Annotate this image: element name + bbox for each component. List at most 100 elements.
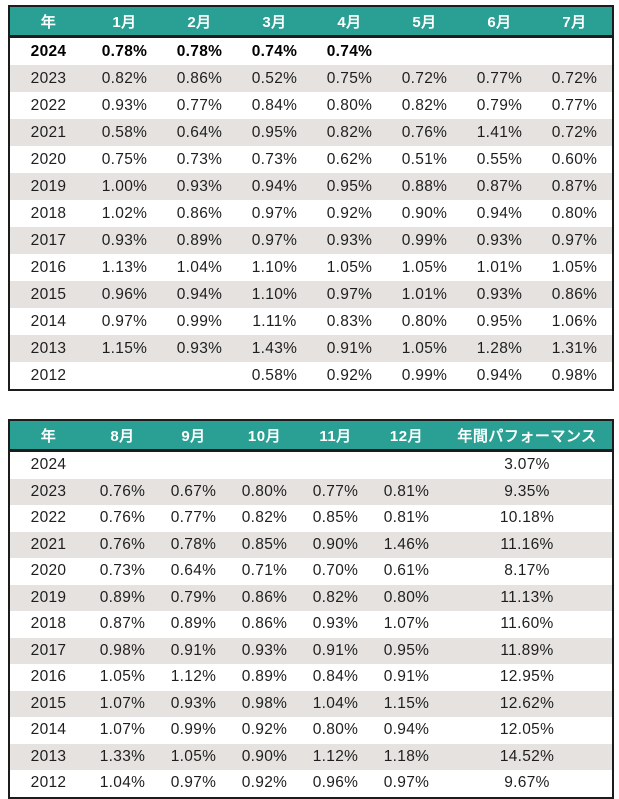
- value-cell: 0.99%: [387, 227, 462, 254]
- monthly-performance-table-aug-dec-annual: 年 8月 9月 10月 11月 12月 年間パフォーマンス 2024 3.07% 2023 0.76…: [8, 419, 614, 799]
- column-header: 6月: [462, 6, 537, 38]
- table-row: 2024 0.78% 0.78% 0.74% 0.74%: [9, 37, 613, 66]
- value-cell: 1.05%: [401, 258, 448, 276]
- column-header: 5月: [387, 6, 462, 38]
- value-cell: 0.78%: [176, 42, 223, 60]
- value-cell: 0.84%: [312, 668, 359, 686]
- value-cell: 0.89%: [87, 584, 158, 611]
- value-cell: 0.95%: [371, 637, 442, 664]
- value-cell: 0.64%: [170, 562, 217, 580]
- value-cell: 1.04%: [300, 690, 371, 717]
- year-cell: 2021: [9, 119, 87, 146]
- value-cell: 0.90%: [401, 204, 448, 222]
- value-cell: 0.95%: [312, 173, 387, 200]
- table-row: 2019 0.89% 0.79% 0.86% 0.82% 0.80% 11.13%: [9, 584, 613, 611]
- value-cell: 0.80%: [551, 204, 598, 222]
- value-cell: 0.73%: [99, 562, 146, 580]
- year-cell: 2014: [30, 312, 67, 330]
- value-cell: 1.05%: [99, 668, 146, 686]
- year-cell: 2024: [30, 456, 67, 474]
- value-cell: 0.94%: [383, 721, 430, 739]
- value-cell: 0.77%: [170, 509, 217, 527]
- value-cell: 0.90%: [229, 743, 300, 770]
- value-cell: 1.05%: [158, 743, 229, 770]
- value-cell: 0.77%: [176, 96, 223, 114]
- value-cell: 1.10%: [237, 281, 312, 308]
- table-row: 2021 0.58% 0.64% 0.95% 0.82% 0.76% 1.41% 0.72%: [9, 119, 613, 146]
- value-cell: 1.05%: [551, 258, 598, 276]
- column-header: 年間パフォーマンス: [442, 420, 613, 452]
- year-cell: 2019: [9, 584, 87, 611]
- value-cell: 0.85%: [312, 509, 359, 527]
- value-cell: 0.89%: [162, 227, 237, 254]
- table-row: 2013 1.33% 1.05% 0.90% 1.12% 1.18% 14.52%: [9, 743, 613, 770]
- value-cell: 11.89%: [442, 637, 613, 664]
- column-header: 9月: [158, 420, 229, 452]
- year-cell: 2013: [9, 743, 87, 770]
- value-cell: 11.16%: [442, 531, 613, 558]
- value-cell: 12.62%: [442, 690, 613, 717]
- value-cell: 0.87%: [462, 173, 537, 200]
- data-table: 年 1月 2月 3月 4月 5月 6月 7月 2024 0.78% 0.78% 0.74% 0.74% 2…: [8, 5, 614, 391]
- value-cell: [462, 37, 537, 66]
- value-cell: 1.00%: [87, 173, 162, 200]
- table-row: 2022 0.76% 0.77% 0.82% 0.85% 0.81% 10.18%: [9, 505, 613, 532]
- value-cell: [162, 362, 237, 390]
- value-cell: 0.74%: [251, 42, 298, 60]
- value-cell: 0.72%: [537, 119, 613, 146]
- value-cell: 14.52%: [442, 743, 613, 770]
- value-cell: 0.94%: [476, 366, 523, 384]
- year-cell: 2016: [30, 668, 67, 686]
- value-cell: 1.11%: [252, 312, 297, 330]
- value-cell: 1.43%: [237, 335, 312, 362]
- value-cell: 0.86%: [162, 65, 237, 92]
- value-cell: 1.05%: [387, 335, 462, 362]
- value-cell: [87, 362, 162, 390]
- value-cell: 0.92%: [326, 366, 373, 384]
- table-row: 2014 0.97% 0.99% 1.11% 0.83% 0.80% 0.95% 1.06%: [9, 308, 613, 335]
- value-cell: [371, 451, 442, 479]
- value-cell: 1.01%: [387, 281, 462, 308]
- value-cell: [537, 37, 613, 66]
- year-cell: 2023: [9, 478, 87, 505]
- value-cell: 0.78%: [158, 531, 229, 558]
- value-cell: 0.82%: [241, 509, 288, 527]
- value-cell: 0.72%: [537, 65, 613, 92]
- value-cell: 0.93%: [162, 335, 237, 362]
- table-row: 2023 0.76% 0.67% 0.80% 0.77% 0.81% 9.35%: [9, 478, 613, 505]
- value-cell: 0.78%: [101, 42, 148, 60]
- value-cell: 0.86%: [176, 204, 223, 222]
- table-row: 2012 1.04% 0.97% 0.92% 0.96% 0.97% 9.67%: [9, 770, 613, 798]
- value-cell: 0.97%: [101, 312, 148, 330]
- value-cell: 0.94%: [476, 204, 523, 222]
- table-row: 2020 0.75% 0.73% 0.73% 0.62% 0.51% 0.55% 0.60%: [9, 146, 613, 173]
- value-cell: 0.80%: [371, 584, 442, 611]
- value-cell: 0.95%: [237, 119, 312, 146]
- value-cell: 0.80%: [229, 478, 300, 505]
- value-cell: 0.90%: [300, 531, 371, 558]
- value-cell: 0.91%: [312, 335, 387, 362]
- year-cell: 2014: [30, 721, 67, 739]
- value-cell: 0.70%: [312, 562, 359, 580]
- value-cell: 0.67%: [158, 478, 229, 505]
- value-cell: [229, 451, 300, 479]
- table-row: 2018 0.87% 0.89% 0.86% 0.93% 1.07% 11.60%: [9, 611, 613, 638]
- value-cell: 9.67%: [504, 774, 550, 792]
- value-cell: 0.81%: [383, 509, 430, 527]
- value-cell: 0.93%: [101, 96, 148, 114]
- table-row: 2018 1.02% 0.86% 0.97% 0.92% 0.90% 0.94% 0.80%: [9, 200, 613, 227]
- value-cell: 0.82%: [300, 584, 371, 611]
- year-column-header: 年: [9, 420, 87, 452]
- year-column-header: 年: [9, 6, 87, 38]
- table-row: 2022 0.93% 0.77% 0.84% 0.80% 0.82% 0.79% 0.77%: [9, 92, 613, 119]
- year-cell: 2022: [30, 96, 67, 114]
- value-cell: 0.75%: [312, 65, 387, 92]
- value-cell: 0.75%: [101, 150, 148, 168]
- value-cell: 3.07%: [504, 456, 550, 474]
- value-cell: 0.85%: [229, 531, 300, 558]
- value-cell: 0.97%: [537, 227, 613, 254]
- value-cell: 11.60%: [500, 615, 554, 633]
- value-cell: 0.62%: [326, 150, 373, 168]
- value-cell: 1.46%: [371, 531, 442, 558]
- year-cell: 2020: [30, 150, 67, 168]
